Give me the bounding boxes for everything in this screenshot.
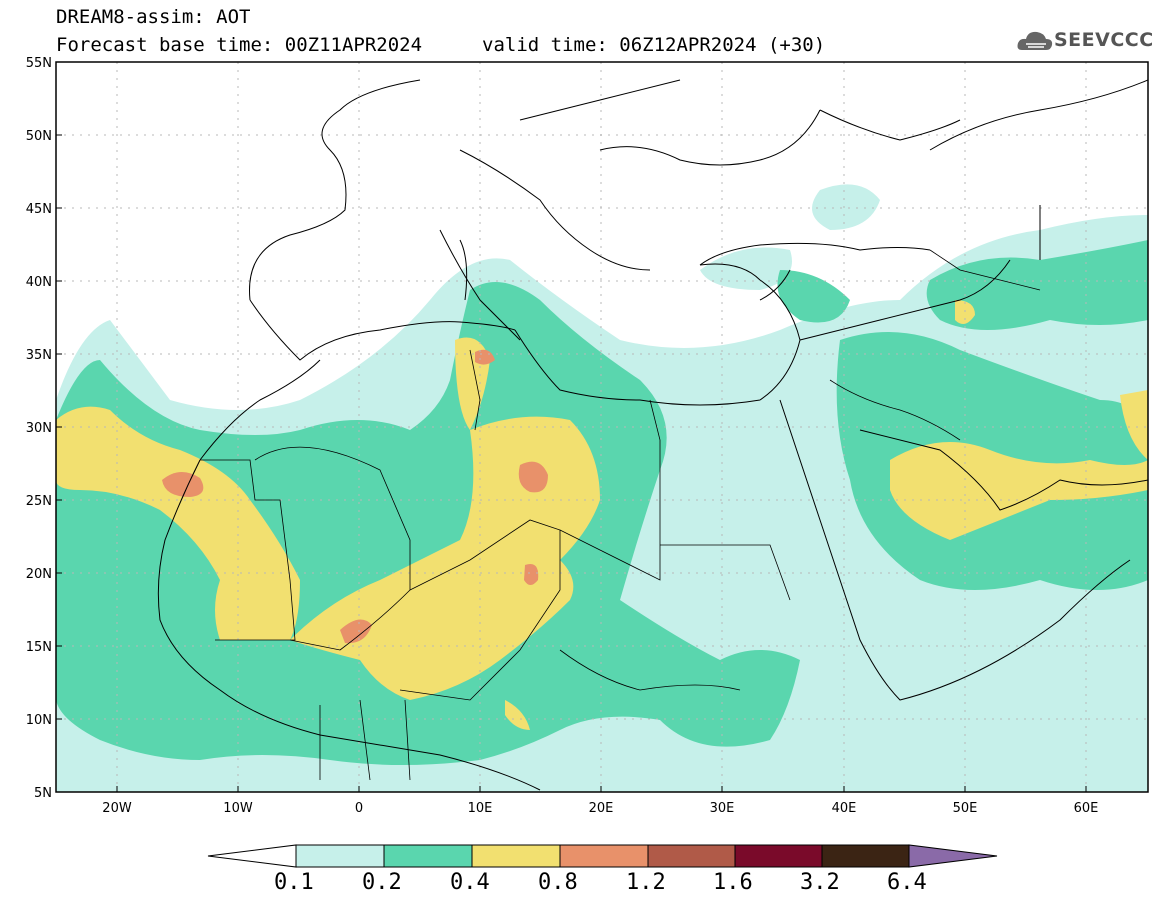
lon-label: 40E [832, 801, 857, 816]
colorbar-swatch [647, 844, 736, 868]
colorbar-label: 0.8 [538, 870, 578, 895]
axis-labels: 55N 50N 45N 40N 35N 30N 25N 20N 15N 10N … [26, 56, 1099, 816]
lon-label: 60E [1074, 801, 1099, 816]
lat-label: 25N [26, 494, 52, 509]
colorbar-label: 0.1 [274, 870, 314, 895]
lat-label: 35N [26, 348, 52, 363]
lat-label: 50N [26, 129, 52, 144]
cloud-logo-icon [1017, 31, 1053, 50]
lon-label: 20E [589, 801, 614, 816]
borders [200, 249, 1041, 781]
axis-ticks [56, 61, 1087, 792]
coastlines [157, 79, 1148, 791]
colorbar-swatch [383, 844, 473, 868]
colorbar-min-arrow [207, 844, 297, 868]
lon-label: 0 [355, 801, 363, 816]
colorbar-label: 6.4 [887, 870, 927, 895]
lon-label: 10W [223, 801, 253, 816]
lon-label: 30E [710, 801, 735, 816]
colorbar-label: 0.4 [450, 870, 490, 895]
colorbar-swatch [295, 844, 385, 868]
colorbar-label: 0.2 [362, 870, 402, 895]
colorbar-swatch [821, 844, 910, 868]
colorbar-max-arrow [908, 844, 998, 868]
lat-label: 20N [26, 567, 52, 582]
lat-label: 45N [26, 202, 52, 217]
colorbar-label: 1.6 [713, 870, 753, 895]
lat-label: 30N [26, 421, 52, 436]
lon-label: 10E [468, 801, 493, 816]
valid-time: valid time: 06Z12APR2024 (+30) [482, 34, 826, 56]
colorbar-swatch [559, 844, 649, 868]
colorbar-label: 1.2 [626, 870, 666, 895]
colorbar-swatch [471, 844, 561, 868]
map-title: DREAM8-assim: AOT [56, 6, 251, 28]
lat-label: 15N [26, 640, 52, 655]
logo-text: SEEVCCC [1054, 29, 1154, 51]
lat-label: 5N [34, 786, 52, 801]
colorbar-label: 3.2 [800, 870, 840, 895]
lat-label: 55N [26, 56, 52, 71]
colorbar-swatch [734, 844, 823, 868]
lat-label: 10N [26, 713, 52, 728]
lon-label: 20W [102, 801, 132, 816]
colorbar [207, 844, 998, 868]
forecast-base-time: Forecast base time: 00Z11APR2024 [56, 34, 423, 56]
lat-label: 40N [26, 275, 52, 290]
gridlines [56, 62, 1148, 792]
lon-label: 50E [953, 801, 978, 816]
